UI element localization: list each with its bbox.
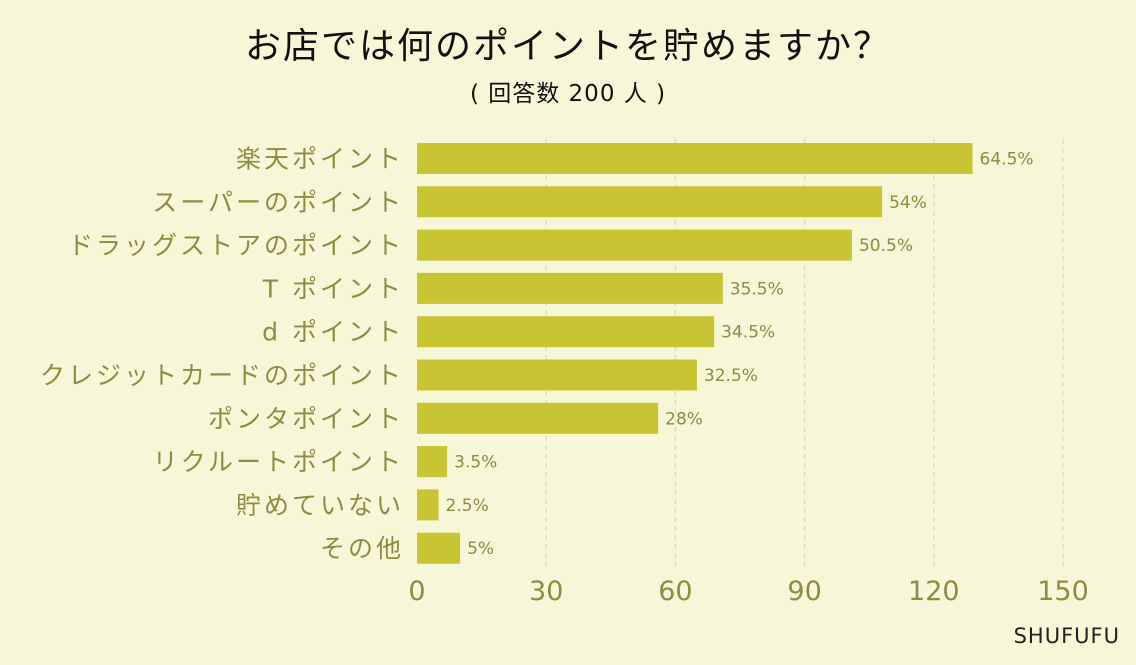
x-tick-label: 150 [1037, 576, 1089, 607]
category-label: T ポイント [262, 274, 404, 303]
bar [417, 489, 439, 521]
category-label: 貯めていない [236, 491, 404, 520]
x-tick-label: 60 [658, 576, 692, 607]
bar [417, 143, 973, 174]
x-tick-label: 0 [408, 576, 425, 607]
bars [417, 143, 973, 564]
value-labels: 64.5% 54% 50.5% 35.5% 34.5% 32.5% 28% 3.5% 2.5% 5… [446, 150, 1034, 560]
bar [417, 316, 715, 348]
value-label: 28% [665, 409, 703, 429]
chart-title: お店では何のポイントを貯めますか？ [245, 26, 891, 67]
value-label: 54% [889, 193, 927, 213]
category-label: クレジットカードのポイント [40, 361, 404, 390]
value-label: 50.5% [859, 236, 913, 256]
x-tick-label: 30 [529, 576, 563, 607]
value-label: 34.5% [721, 323, 775, 343]
bar [417, 446, 448, 478]
value-label: 5% [467, 539, 494, 559]
bar [417, 402, 659, 434]
chart-subtitle: ( 回答数 200 人 ) [470, 81, 666, 107]
category-label: スーパーのポイント [152, 188, 404, 217]
bar [417, 272, 723, 304]
value-label: 64.5% [980, 150, 1034, 170]
category-label: リクルートポイント [153, 448, 404, 477]
bar [417, 359, 697, 391]
category-label: d ポイント [262, 318, 404, 347]
category-label: その他 [320, 534, 404, 563]
brand-watermark: SHUFUFU [1014, 624, 1120, 648]
bar [417, 532, 461, 564]
category-label: ドラッグストアのポイント [68, 231, 404, 260]
bar [417, 229, 852, 261]
category-label: ポンタポイント [208, 404, 404, 433]
x-tick-label: 120 [908, 576, 960, 607]
value-label: 2.5% [446, 496, 489, 516]
bar [417, 186, 883, 218]
x-tick-label: 90 [787, 576, 821, 607]
x-axis-ticks: 0 30 60 90 120 150 [408, 576, 1088, 607]
value-label: 3.5% [454, 453, 497, 473]
category-label: 楽天ポイント [236, 145, 404, 174]
value-label: 35.5% [730, 279, 784, 299]
value-label: 32.5% [704, 366, 758, 386]
